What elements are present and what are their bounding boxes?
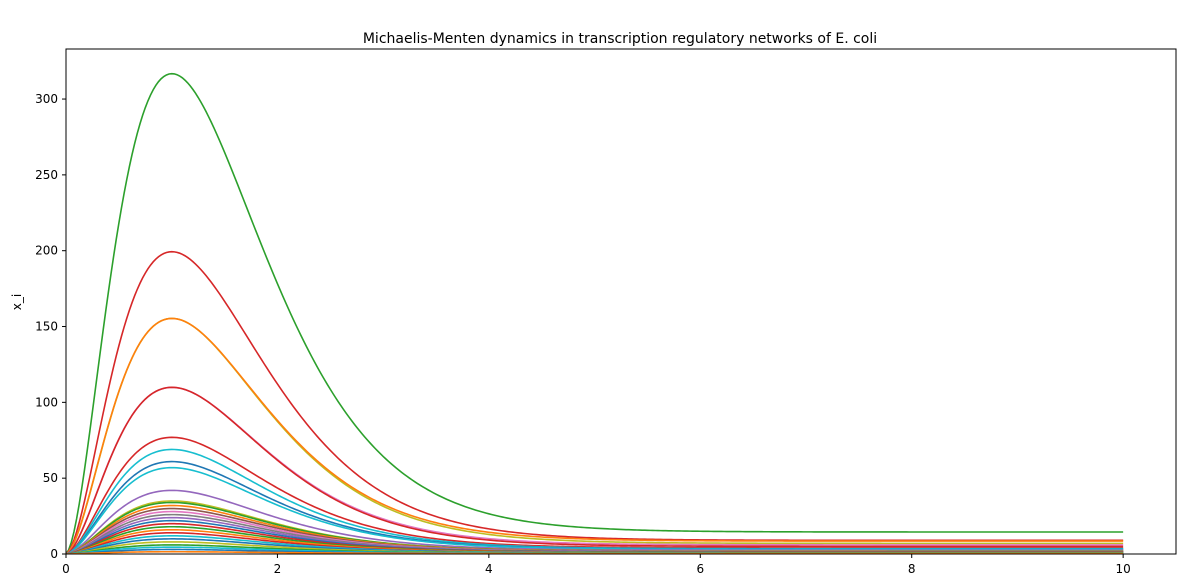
series-line-1 (66, 72, 1124, 554)
y-axis-label: x_i (10, 294, 24, 310)
series-line-2 (66, 250, 1124, 554)
y-tick-label-6: 300 (35, 92, 58, 106)
x-tick-label-3: 6 (696, 562, 704, 576)
axes-frame (65, 48, 1177, 555)
chart-title: Michaelis-Menten dynamics in transcripti… (363, 31, 877, 47)
y-tick-label-1: 50 (43, 471, 58, 485)
y-tick-label-3: 150 (35, 320, 58, 334)
y-tick-label-4: 200 (35, 244, 58, 258)
y-tick-label-0: 0 (50, 547, 58, 561)
x-tick-label-0: 0 (62, 562, 70, 576)
series-line-4 (66, 317, 1124, 554)
x-tick-label-4: 8 (908, 562, 916, 576)
series-line-6 (66, 386, 1124, 554)
x-tick-label-2: 4 (485, 562, 493, 576)
x-tick-label-5: 10 (1116, 562, 1131, 576)
y-tick-label-5: 250 (35, 168, 58, 182)
plot-area (66, 72, 1124, 554)
y-tick-label-2: 100 (35, 395, 58, 409)
x-tick-label-1: 2 (274, 562, 282, 576)
